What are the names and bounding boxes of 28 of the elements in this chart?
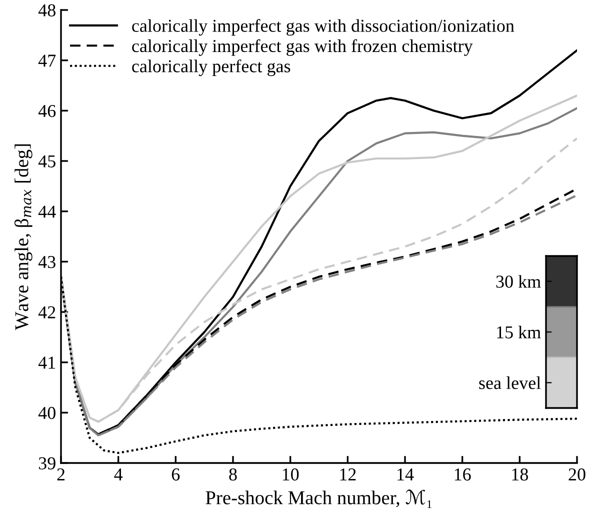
x-tick-label: 2 (57, 468, 65, 480)
x-tick-label: 18 (512, 468, 528, 481)
annotation: sea level (479, 376, 541, 390)
y-tick-label: 42 (38, 306, 56, 318)
x-tick-label: 20 (568, 468, 586, 481)
y-axis-title: Wave angle, β$_{max}$ [deg] (14, 144, 32, 330)
y-tick-label: 40 (38, 406, 56, 420)
legend-label: calorically imperfect gas with frozen chemistry (132, 39, 473, 56)
x-tick-label: 14 (398, 468, 414, 480)
x-tick-label: 10 (282, 468, 299, 481)
x-tick-label: 16 (454, 468, 471, 481)
x-tick-label: 12 (340, 468, 356, 480)
x-tick-label: 4 (114, 468, 123, 480)
annotation: 30 km (496, 275, 541, 288)
legend-label: calorically imperfect gas with dissociation/ionization (132, 19, 514, 36)
y-tick-label: 43 (38, 256, 56, 268)
y-tick-label: 45 (38, 155, 56, 168)
x-tick-label: 6 (172, 468, 180, 481)
y-tick-label: 41 (38, 356, 56, 369)
y-tick-label: 44 (38, 206, 56, 218)
legend-label: calorically perfect gas (132, 59, 290, 76)
x-tick-label: 8 (229, 468, 237, 481)
y-tick-label: 39 (38, 457, 56, 470)
x-axis-title: Pre-shock Mach number, ℳ₁ (206, 490, 432, 508)
y-tick-label: 47 (38, 54, 56, 67)
y-tick-label: 46 (38, 104, 56, 118)
y-tick-label: 48 (38, 4, 56, 16)
annotation: 15 km (497, 326, 541, 338)
